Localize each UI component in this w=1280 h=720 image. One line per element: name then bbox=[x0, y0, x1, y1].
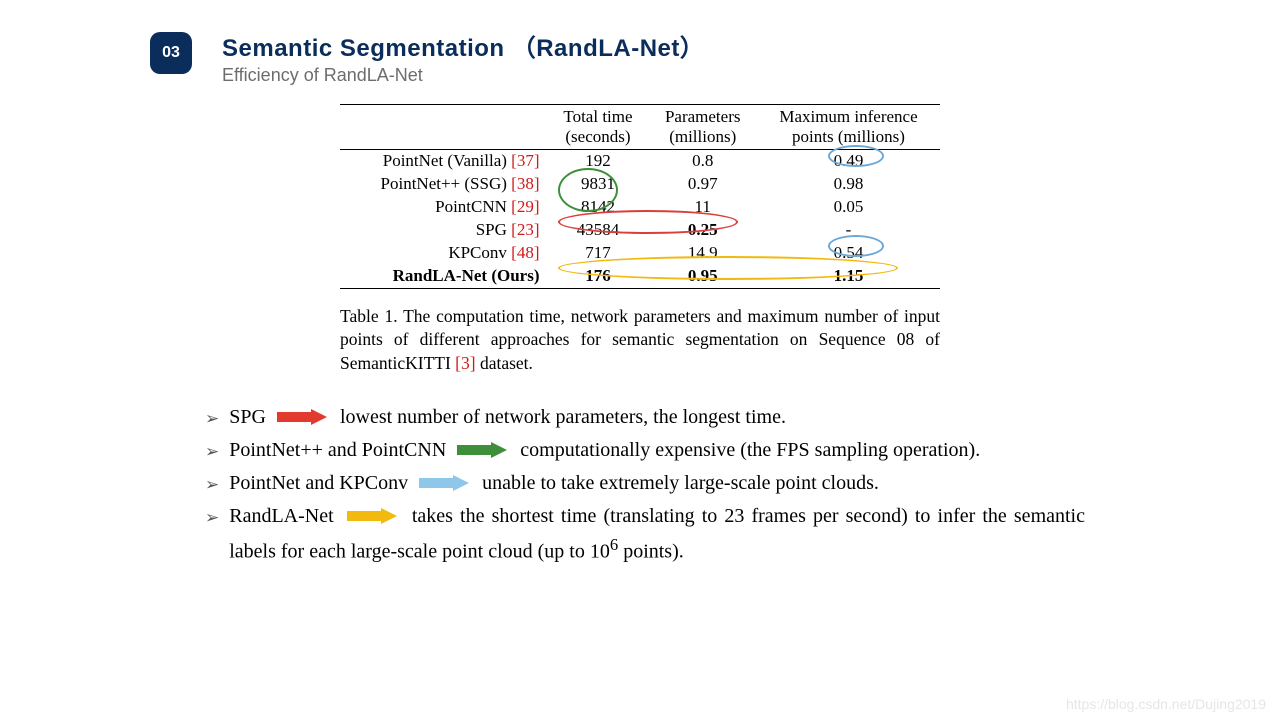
arrow-icon bbox=[347, 509, 399, 523]
th-params: Parameters(millions) bbox=[648, 105, 757, 150]
slide-header: 03 Semantic Segmentation （RandLA-Net） Ef… bbox=[0, 0, 1280, 86]
bullet-item: ➢ SPG lowest number of network parameters… bbox=[205, 402, 1085, 433]
table-caption: Table 1. The computation time, network p… bbox=[340, 305, 940, 376]
arrow-icon bbox=[419, 476, 471, 490]
bullet-text: RandLA-Net takes the shortest time (tran… bbox=[229, 501, 1085, 568]
section-number-badge: 03 bbox=[150, 32, 192, 74]
table-row: PointNet++ (SSG) [38]98310.970.98 bbox=[340, 173, 940, 196]
table-row: SPG [23]435840.25- bbox=[340, 219, 940, 242]
table-row: PointCNN [29]8142110.05 bbox=[340, 196, 940, 219]
title-block: Semantic Segmentation （RandLA-Net） Effic… bbox=[222, 28, 704, 86]
page-title: Semantic Segmentation （RandLA-Net） bbox=[222, 28, 704, 63]
citation-ref: [3] bbox=[455, 353, 475, 373]
arrow-icon bbox=[457, 443, 509, 457]
bullet-text: PointNet and KPConv unable to take extre… bbox=[229, 468, 1085, 499]
comparison-table-wrap: Total time(seconds) Parameters(millions)… bbox=[340, 104, 940, 289]
bullet-item: ➢ PointNet and KPConv unable to take extr… bbox=[205, 468, 1085, 499]
chevron-icon: ➢ bbox=[205, 439, 219, 465]
bullet-item: ➢ RandLA-Net takes the shortest time (tr… bbox=[205, 501, 1085, 568]
th-time: Total time(seconds) bbox=[547, 105, 648, 150]
table-row: KPConv [48]71714.90.54 bbox=[340, 242, 940, 265]
chevron-icon: ➢ bbox=[205, 472, 219, 498]
comparison-table: Total time(seconds) Parameters(millions)… bbox=[340, 104, 940, 289]
th-method bbox=[340, 105, 547, 150]
bullet-text: PointNet++ and PointCNN computationally … bbox=[229, 435, 1085, 466]
watermark-text: https://blog.csdn.net/Dujing2019 bbox=[1066, 696, 1266, 712]
bullet-list: ➢ SPG lowest number of network parameters… bbox=[205, 402, 1085, 568]
bullet-item: ➢ PointNet++ and PointCNN computationally… bbox=[205, 435, 1085, 466]
page-subtitle: Efficiency of RandLA-Net bbox=[222, 65, 704, 86]
bullet-text: SPG lowest number of network parameters,… bbox=[229, 402, 1085, 433]
th-maxpts: Maximum inferencepoints (millions) bbox=[757, 105, 940, 150]
table-row: RandLA-Net (Ours)1760.951.15 bbox=[340, 265, 940, 288]
chevron-icon: ➢ bbox=[205, 505, 219, 531]
table-row: PointNet (Vanilla) [37]1920.80.49 bbox=[340, 150, 940, 173]
chevron-icon: ➢ bbox=[205, 406, 219, 432]
arrow-icon bbox=[277, 410, 329, 424]
